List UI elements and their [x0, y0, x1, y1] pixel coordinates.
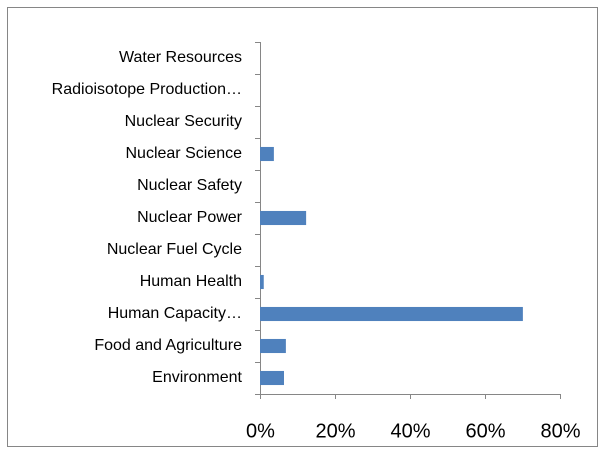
- y-tick-label: Nuclear Safety: [137, 177, 242, 194]
- y-tick-label: Human Health: [140, 273, 242, 290]
- bar: [260, 274, 264, 290]
- bar: [260, 146, 274, 162]
- chart-border: [7, 7, 598, 447]
- y-tick-label: Human Capacity…: [108, 305, 242, 322]
- x-tick-label: 60%: [465, 420, 505, 442]
- y-tick-label: Environment: [152, 369, 242, 386]
- bar: [260, 306, 523, 322]
- bar: [260, 370, 284, 386]
- y-tick-label: Food and Agriculture: [94, 337, 242, 354]
- y-tick-label: Water Resources: [119, 49, 242, 66]
- x-tick-label: 0%: [246, 420, 275, 442]
- y-tick-label: Nuclear Science: [126, 145, 243, 162]
- bar: [260, 210, 307, 226]
- y-tick-label: Nuclear Fuel Cycle: [107, 241, 242, 258]
- y-tick-label: Nuclear Power: [137, 209, 243, 226]
- x-tick-label: 20%: [315, 420, 355, 442]
- y-tick-label: Radioisotope Production…: [52, 81, 242, 98]
- x-tick-label: 40%: [390, 420, 430, 442]
- x-tick-label: 80%: [540, 420, 580, 442]
- y-tick-label: Nuclear Security: [125, 113, 242, 130]
- bar: [260, 338, 286, 354]
